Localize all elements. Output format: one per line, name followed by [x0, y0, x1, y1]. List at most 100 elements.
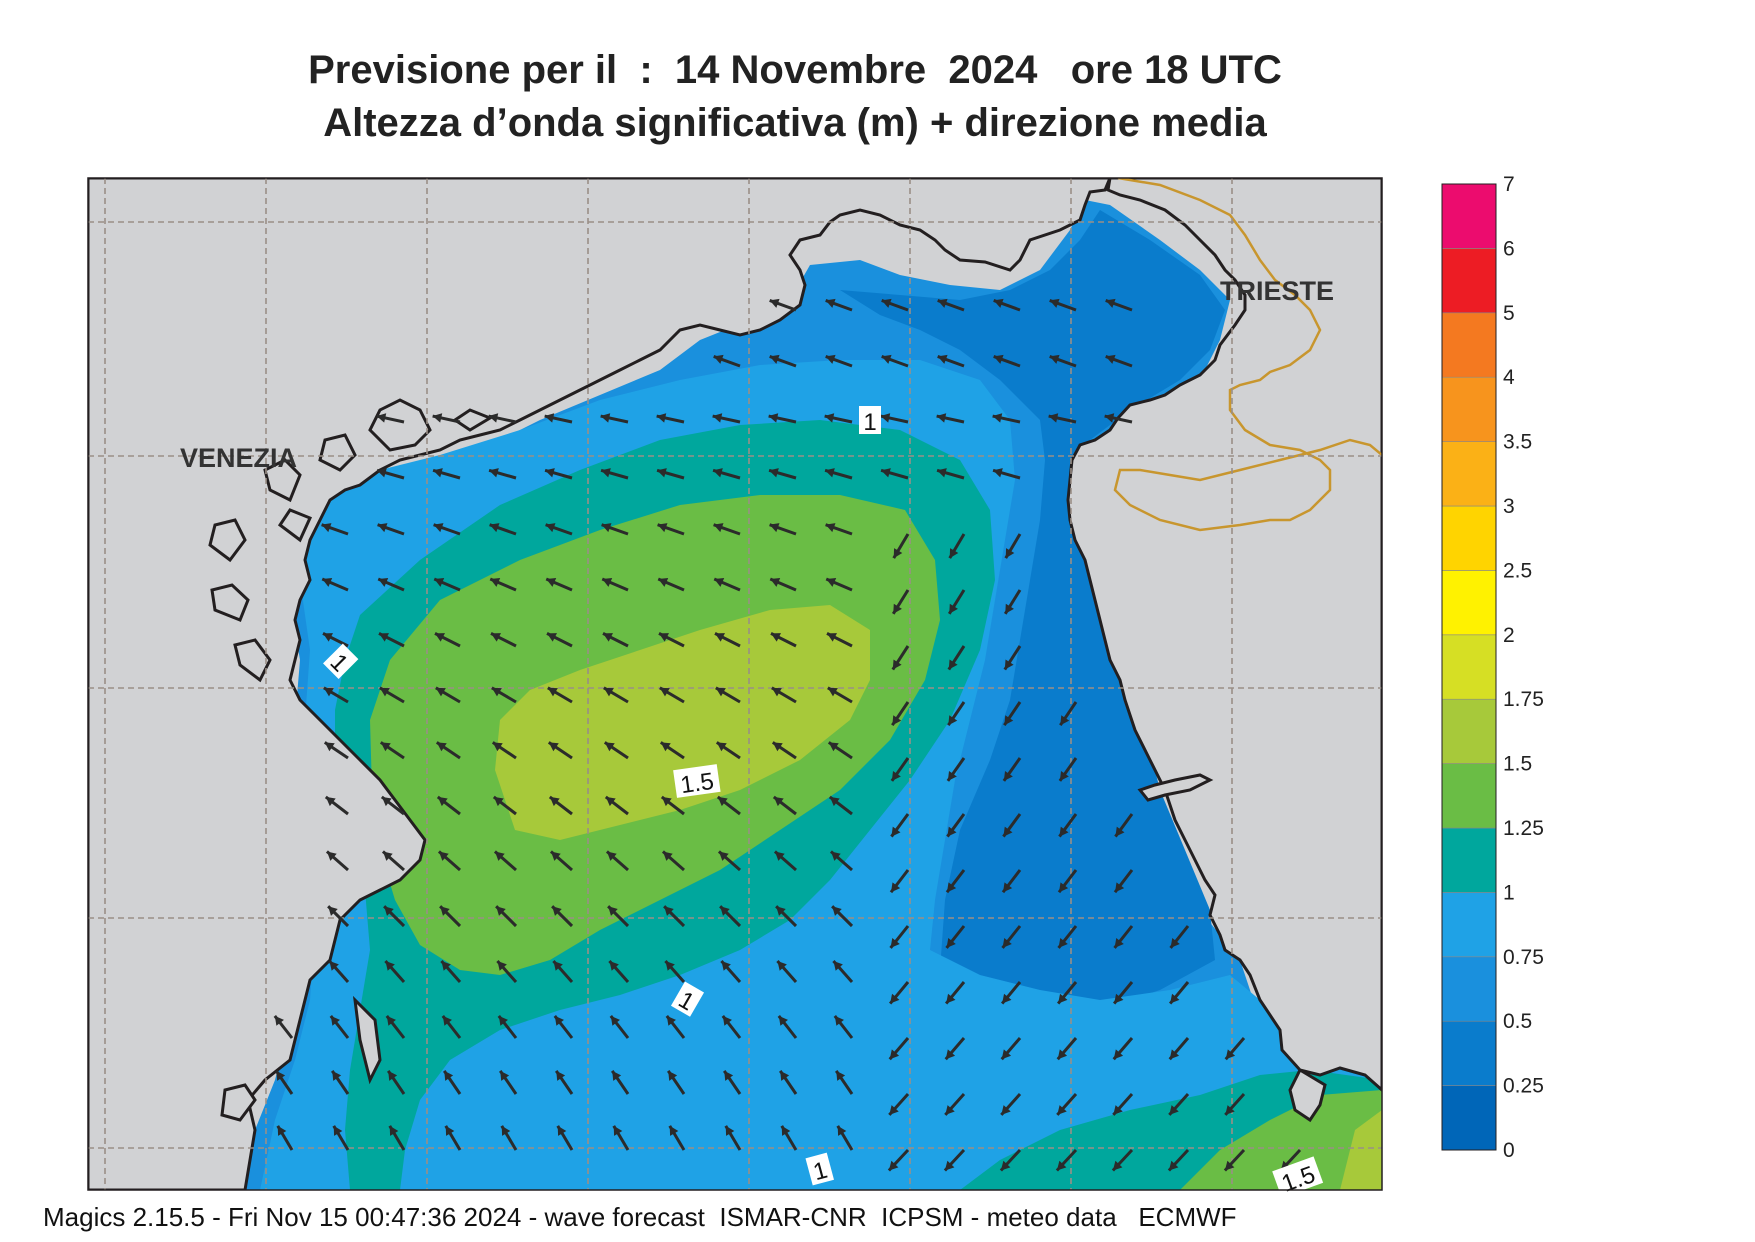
wave-arrow-head [825, 298, 836, 308]
wave-arrow-head [1113, 1049, 1124, 1060]
wave-arrow-head [385, 961, 395, 971]
city-label-trieste: TRIESTE [1220, 276, 1334, 306]
wave-arrow-head [833, 961, 843, 971]
wave-arrow-head [830, 851, 841, 861]
wave-arrow-head [1049, 354, 1060, 364]
wave-arrow-head [826, 578, 837, 587]
wave-arrow-head [773, 796, 784, 807]
wave-arrow-head [717, 796, 728, 807]
wave-arrow-head [1114, 993, 1124, 1004]
wave-arrow-head [323, 687, 334, 697]
wave-arrow-head [434, 578, 445, 587]
wave-arrow-head [881, 298, 892, 308]
wave-arrow-head [438, 851, 449, 861]
wave-arrow-head [949, 603, 958, 614]
wave-arrow-head [441, 961, 451, 971]
colorbar-tick-label: 0.75 [1503, 946, 1544, 969]
coordinate-grid [88, 178, 1382, 1190]
wave-arrow-head [556, 1070, 566, 1081]
wave-arrow-head [489, 523, 500, 533]
band-1.5-1.75-south [1340, 1110, 1382, 1190]
wave-arrow-head [274, 1015, 284, 1026]
wave-arrow-head [769, 523, 780, 533]
wave-arrow-head [612, 1070, 622, 1081]
wave-arrow-head [889, 1105, 899, 1115]
wave-arrow-head [1005, 603, 1014, 614]
wave-arrow-head [945, 1049, 956, 1060]
wave-arrow-head [937, 298, 948, 308]
wave-arrow-head [600, 413, 611, 423]
wave-arrow-head [545, 523, 556, 533]
wave-arrow-head [329, 961, 339, 971]
wave-arrow-head [440, 906, 450, 916]
map-frame [87, 177, 1383, 1191]
contour-labels: 1 1 1.5 1 1 1.5 [323, 406, 1324, 1198]
wave-arrow-head [721, 961, 731, 971]
wave-arrow-head [605, 796, 616, 807]
wave-arrow-head [379, 687, 390, 697]
colorbar-swatch [1441, 312, 1497, 378]
wave-arrow-head [1048, 413, 1059, 423]
wave-arrow-head [992, 413, 1003, 423]
wave-arrow-head [769, 298, 780, 308]
wave-arrow-head [891, 826, 901, 837]
wave-arrow-head [493, 796, 504, 807]
piran-cape [1137, 773, 1214, 802]
wave-arrow-head [1059, 770, 1069, 781]
wave-arrow-head [892, 715, 902, 726]
wave-arrow-head [1169, 1105, 1179, 1115]
wave-arrow-head [378, 578, 389, 587]
wave-arrow-head [277, 1125, 287, 1136]
wave-arrow-head [332, 1070, 342, 1081]
contour-label: 1 [859, 406, 881, 436]
wave-arrow-head [1105, 354, 1116, 364]
wave-arrow-head [550, 851, 561, 861]
wave-arrow-head [1000, 1160, 1011, 1171]
wave-arrow-head [547, 687, 558, 697]
wave-arrow-head [949, 548, 959, 559]
wave-arrow-head [657, 468, 667, 478]
wave-arrow-head [720, 906, 730, 916]
wave-arrow-head [1057, 1105, 1067, 1115]
wave-arrow-head [377, 523, 388, 533]
wave-arrow-head [658, 578, 669, 587]
colorbar-tick-label: 3.5 [1503, 431, 1532, 454]
wave-arrow-head [552, 906, 562, 916]
wave-arrow-head [993, 354, 1004, 364]
wave-arrow-head [1001, 1049, 1012, 1060]
wave-arrow-head [665, 961, 675, 971]
wave-arrow-head [771, 687, 782, 697]
colorbar-swatch [1441, 1085, 1497, 1151]
wave-arrow-head [380, 742, 391, 752]
svg-text:1.5: 1.5 [679, 768, 716, 799]
wave-arrow-head [545, 468, 555, 478]
wave-arrow-head [668, 1070, 678, 1081]
wave-arrow-head [725, 1125, 735, 1136]
wave-arrow-head [891, 770, 901, 781]
wave-arrow-head [776, 906, 786, 916]
wave-arrow-head [948, 659, 958, 670]
colorbar-swatch [1441, 376, 1497, 442]
wave-arrow-head [276, 1070, 286, 1081]
wave-arrow-head [769, 354, 780, 364]
wave-arrow-head [546, 633, 557, 642]
wave-arrow-head [1049, 298, 1060, 308]
wave-arrow-head [1170, 938, 1180, 948]
map-subtitle: Altezza d’onda significativa (m) + direz… [323, 101, 1267, 145]
contour-label: 1 [805, 1152, 834, 1186]
wave-arrow-head [718, 851, 729, 861]
wave-arrow-head [604, 742, 615, 752]
wave-arrow-head [488, 413, 499, 423]
wave-arrow-head [777, 961, 787, 971]
contour-label: 1.5 [673, 764, 721, 799]
wave-arrow-head [491, 687, 502, 697]
wave-arrow-head [322, 633, 333, 642]
colorbar-tick-label: 1.75 [1503, 688, 1544, 711]
wave-arrow-head [724, 1070, 734, 1081]
wave-arrow-head [610, 1015, 620, 1026]
wave-arrow-head [326, 851, 337, 861]
wave-arrow-head [603, 687, 614, 697]
wave-arrow-head [945, 1105, 955, 1115]
wave-arrow-head [936, 413, 947, 423]
